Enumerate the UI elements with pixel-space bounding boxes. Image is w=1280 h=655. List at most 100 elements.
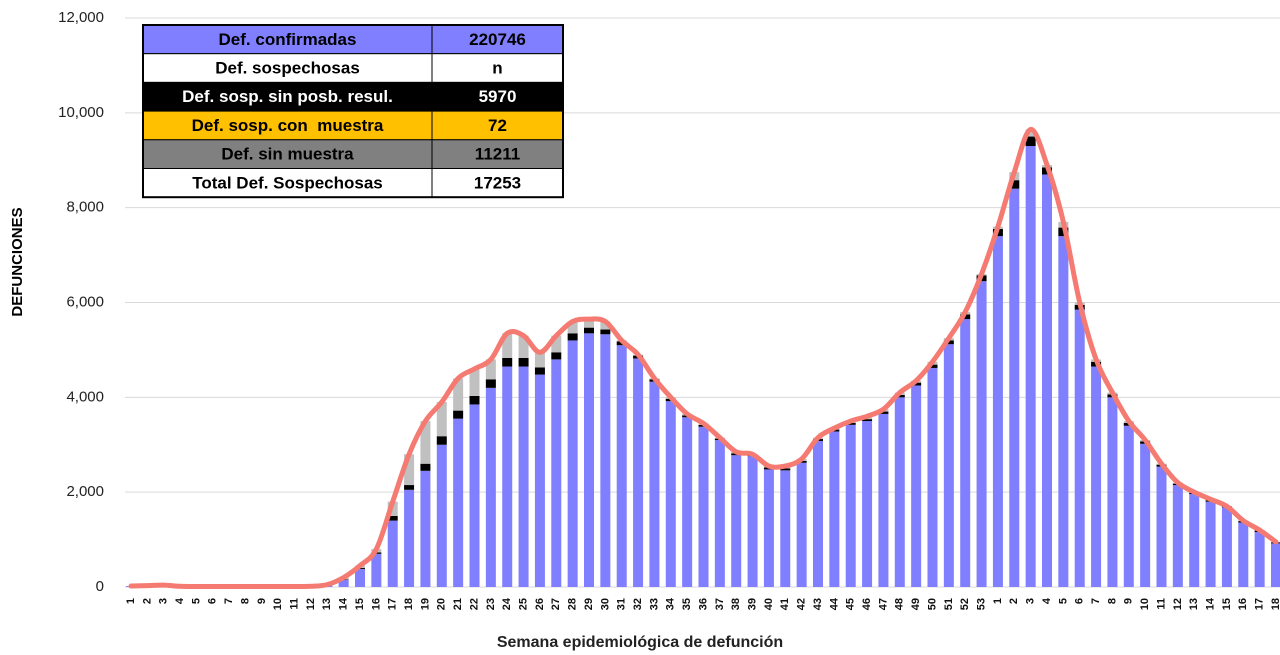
bar-segment xyxy=(1238,522,1249,587)
x-tick-label: 20 xyxy=(436,598,448,610)
bar-segment xyxy=(927,367,938,587)
table-value: n xyxy=(492,59,502,78)
x-tick-label: 39 xyxy=(746,598,758,610)
x-tick-label: 4 xyxy=(1041,597,1053,604)
x-axis-label: Semana epidemiológica de defunción xyxy=(497,634,783,651)
x-tick-label: 18 xyxy=(1270,598,1280,610)
bar-segment xyxy=(534,374,545,587)
bar-segment xyxy=(845,422,856,425)
bar-segment xyxy=(485,359,496,380)
x-tick-label: 15 xyxy=(354,598,366,610)
bar-segment xyxy=(420,421,431,464)
table-value: 220746 xyxy=(469,30,526,49)
table-label: Total Def. Sospechosas xyxy=(192,173,383,192)
x-tick-label: 49 xyxy=(910,598,922,610)
x-tick-label: 12 xyxy=(1172,598,1184,610)
x-tick-label: 7 xyxy=(1090,598,1102,604)
x-tick-label: 24 xyxy=(501,597,513,610)
x-tick-label: 13 xyxy=(1188,598,1200,610)
bar-segment xyxy=(1091,366,1102,587)
x-tick-label: 47 xyxy=(877,598,889,610)
bar-segment xyxy=(1025,129,1036,137)
x-tick-label: 6 xyxy=(207,598,219,604)
bar-segment xyxy=(1009,188,1020,587)
x-tick-label: 33 xyxy=(648,598,660,610)
y-tick-label: 8,000 xyxy=(66,199,104,216)
bar-segment xyxy=(927,364,938,368)
x-tick-label: 2 xyxy=(1008,598,1020,604)
x-tick-label: 21 xyxy=(452,598,464,610)
bar-segment xyxy=(682,417,693,587)
bar-segment xyxy=(1074,309,1085,587)
table-label: Def. sospechosas xyxy=(215,59,360,78)
bar-segment xyxy=(355,568,365,587)
table-cell xyxy=(431,110,564,141)
bar-segment xyxy=(469,368,480,396)
bar-segment xyxy=(518,357,529,367)
bar-segment xyxy=(518,366,529,587)
table-value: 72 xyxy=(488,116,507,135)
bar-segment xyxy=(551,352,562,360)
bar-segment xyxy=(436,436,447,445)
bar-segment xyxy=(616,345,627,587)
x-tick-label: 27 xyxy=(550,598,562,610)
bar-segment xyxy=(992,236,1003,587)
x-tick-label: 30 xyxy=(599,598,611,610)
bar-segment xyxy=(911,385,922,587)
bar-segment xyxy=(829,431,840,587)
bar-segment xyxy=(1058,236,1069,587)
x-tick-label: 51 xyxy=(943,598,955,610)
bar-segment xyxy=(420,463,431,471)
y-tick-label: 12,000 xyxy=(58,9,104,26)
y-axis-label: DEFUNCIONES xyxy=(9,207,26,316)
x-tick-label: 6 xyxy=(1074,598,1086,604)
y-tick-label: 2,000 xyxy=(66,483,104,500)
x-tick-label: 5 xyxy=(1057,598,1069,604)
bar-segment xyxy=(796,462,807,587)
table-cell xyxy=(142,139,433,170)
table-label: Def. sin muestra xyxy=(221,145,354,164)
x-tick-label: 8 xyxy=(239,598,251,604)
x-tick-label: 2 xyxy=(141,598,153,604)
x-tick-label: 23 xyxy=(485,598,497,610)
bar-segment xyxy=(502,357,513,367)
table-value: 17253 xyxy=(474,173,521,192)
x-tick-label: 19 xyxy=(419,598,431,610)
y-tick-label: 6,000 xyxy=(66,293,104,310)
y-tick-label: 0 xyxy=(96,578,104,595)
x-tick-label: 10 xyxy=(272,598,284,610)
bar-segment xyxy=(534,367,545,375)
x-tick-label: 53 xyxy=(975,598,987,610)
x-tick-label: 16 xyxy=(370,598,382,610)
table-cell xyxy=(431,53,564,83)
x-tick-label: 50 xyxy=(926,598,938,610)
x-tick-label: 46 xyxy=(861,598,873,610)
table-label: Def. sosp. con muestra xyxy=(192,116,384,135)
bar-segment xyxy=(1254,531,1265,587)
summary-table: Def. confirmadas 220746 Def. sospechosas n D… xyxy=(142,24,564,199)
bar-segment xyxy=(1172,485,1183,587)
bar-segment xyxy=(534,352,545,368)
bar-segment xyxy=(763,469,774,587)
table-cell xyxy=(431,168,564,198)
x-tick-label: 1 xyxy=(125,598,137,604)
bar-segment xyxy=(371,553,382,587)
x-tick-label: 42 xyxy=(796,598,808,610)
x-tick-label: 44 xyxy=(828,597,840,610)
bar-segment xyxy=(518,335,529,358)
x-tick-label: 9 xyxy=(256,598,268,604)
x-tick-label: 29 xyxy=(583,598,595,610)
bar-segment xyxy=(1025,136,1036,147)
bar-segment xyxy=(862,419,873,422)
bar-segment xyxy=(453,418,464,587)
bar-segment xyxy=(960,319,971,587)
bar-segment xyxy=(813,440,823,587)
x-tick-label: 48 xyxy=(894,598,906,610)
x-tick-label: 15 xyxy=(1221,598,1233,610)
x-tick-label: 11 xyxy=(1155,598,1167,610)
bar-segment xyxy=(1042,174,1052,587)
x-tick-label: 17 xyxy=(1254,598,1266,610)
bar-segment xyxy=(453,378,464,411)
x-tick-label: 1 xyxy=(992,598,1004,604)
